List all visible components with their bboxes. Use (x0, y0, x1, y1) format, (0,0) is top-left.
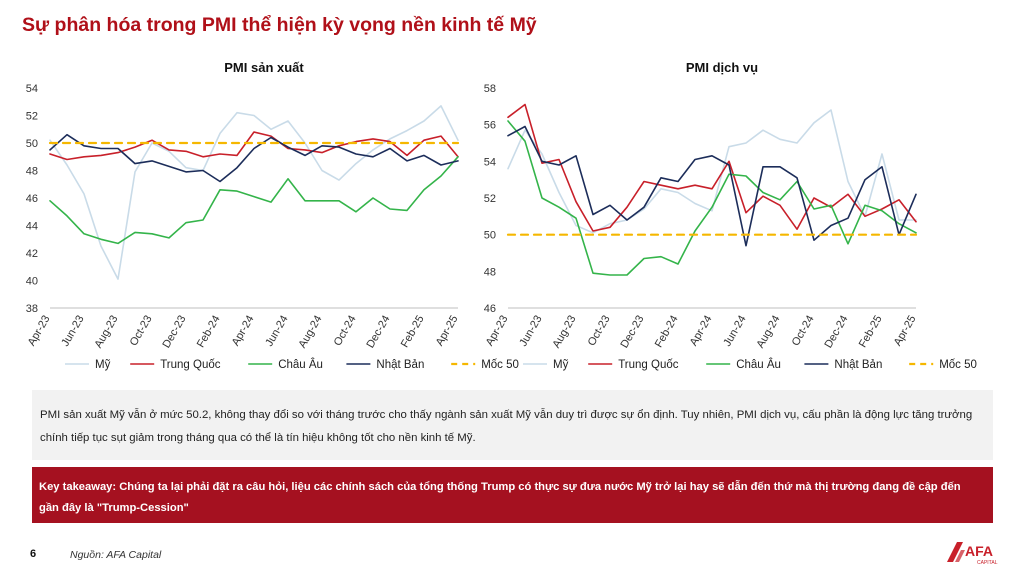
legend-label: Mốc 50 (481, 359, 519, 371)
x-tick-label: Dec-23 (160, 314, 188, 351)
legend-label: Trung Quốc (618, 359, 679, 371)
x-tick-label: Oct-24 (332, 314, 359, 349)
series-line-0 (507, 109, 917, 234)
legend-label: Châu Âu (736, 358, 781, 371)
x-tick-label: Aug-23 (550, 314, 578, 351)
commentary-text: PMI sản xuất Mỹ vẫn ở mức 50.2, không th… (40, 409, 973, 444)
y-tick-label: 52 (484, 193, 496, 205)
x-tick-label: Dec-23 (618, 314, 646, 351)
x-tick-label: Apr-24 (230, 314, 257, 349)
y-tick-label: 38 (26, 303, 38, 315)
x-tick-label: Apr-24 (688, 314, 715, 349)
x-tick-label: Jun-24 (721, 314, 748, 349)
slide-title: Sự phân hóa trong PMI thể hiện kỳ vọng n… (22, 14, 537, 36)
x-tick-label: Dec-24 (364, 314, 392, 351)
legend-label: Châu Âu (278, 358, 323, 371)
y-tick-label: 48 (26, 166, 38, 178)
series-line-0 (49, 105, 459, 280)
y-tick-label: 48 (484, 266, 496, 278)
chart-title: PMI sản xuất (224, 60, 304, 75)
afa-capital-logo: AFA CAPITAL (945, 532, 1015, 568)
x-tick-label: Jun-24 (263, 314, 290, 349)
y-tick-label: 58 (484, 83, 496, 95)
x-tick-label: Apr-25 (434, 314, 461, 349)
series-line-1 (49, 131, 459, 161)
x-tick-label: Feb-25 (399, 314, 427, 350)
x-tick-label: Dec-24 (822, 314, 850, 351)
x-tick-label: Feb-25 (857, 314, 885, 350)
y-tick-label: 56 (484, 120, 496, 132)
chart-manufacturing-pmi: PMI sản xuất 38 40 42 44 46 48 50 52 54 Apr-23 Jun-… (20, 48, 519, 378)
logo-subtext: CAPITAL (977, 560, 998, 566)
x-tick-label: Aug-24 (296, 314, 324, 351)
logo-text: AFA (965, 543, 993, 559)
x-tick-label: Apr-23 (484, 314, 511, 349)
series-line-2 (49, 156, 459, 245)
series-line-1 (507, 103, 917, 232)
y-tick-label: 50 (484, 230, 496, 242)
series-line-2 (507, 120, 917, 276)
page-number: 6 (30, 548, 37, 560)
x-tick-label: Aug-23 (92, 314, 120, 351)
legend-label: Mỹ (95, 359, 111, 371)
y-tick-label: 46 (26, 193, 38, 205)
y-tick-label: 40 (26, 276, 38, 288)
y-tick-label: 52 (26, 111, 38, 123)
y-tick-label: 54 (26, 83, 38, 95)
y-tick-label: 50 (26, 138, 38, 150)
key-takeaway-box: Key takeaway: Chúng ta lại phải đặt ra c… (32, 467, 993, 523)
legend-label: Nhật Bản (376, 359, 424, 371)
x-tick-label: Oct-23 (128, 314, 155, 349)
y-tick-label: 44 (26, 221, 38, 233)
x-tick-label: Aug-24 (754, 314, 782, 351)
y-tick-label: 54 (484, 156, 496, 168)
x-tick-label: Oct-24 (790, 314, 817, 349)
x-tick-label: Feb-24 (653, 314, 681, 350)
commentary-box: PMI sản xuất Mỹ vẫn ở mức 50.2, không th… (32, 390, 993, 460)
chart-services-pmi: PMI dịch vụ 46 48 50 52 54 56 58 Apr-23 Jun-23 Aug… (478, 48, 977, 378)
x-tick-label: Jun-23 (517, 314, 544, 349)
x-tick-label: Oct-23 (586, 314, 613, 349)
legend-label: Mốc 50 (939, 359, 977, 371)
y-tick-label: 46 (484, 303, 496, 315)
x-tick-label: Jun-23 (59, 314, 86, 349)
legend-label: Mỹ (553, 359, 569, 371)
source-note: Nguồn: AFA Capital (70, 549, 162, 561)
key-takeaway-text: Key takeaway: Chúng ta lại phải đặt ra c… (39, 481, 961, 514)
x-tick-label: Apr-23 (26, 314, 53, 349)
y-tick-label: 42 (26, 248, 38, 260)
x-tick-label: Apr-25 (892, 314, 919, 349)
series-line-3 (507, 125, 917, 247)
legend-label: Trung Quốc (160, 359, 221, 371)
legend-label: Nhật Bản (834, 359, 882, 371)
series-line-3 (49, 133, 459, 183)
chart-title: PMI dịch vụ (686, 60, 758, 75)
x-tick-label: Feb-24 (195, 314, 223, 350)
